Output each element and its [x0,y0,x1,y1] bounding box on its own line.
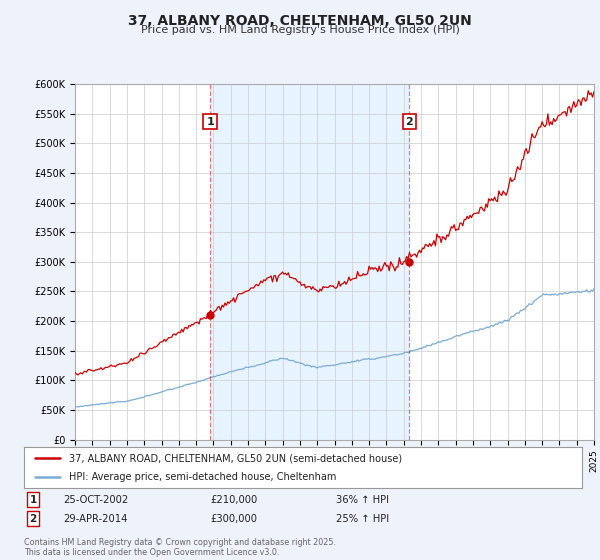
Text: HPI: Average price, semi-detached house, Cheltenham: HPI: Average price, semi-detached house,… [68,472,336,482]
Text: 1: 1 [206,116,214,127]
Text: Contains HM Land Registry data © Crown copyright and database right 2025.
This d: Contains HM Land Registry data © Crown c… [24,538,336,557]
Text: 2: 2 [406,116,413,127]
Text: 37, ALBANY ROAD, CHELTENHAM, GL50 2UN: 37, ALBANY ROAD, CHELTENHAM, GL50 2UN [128,14,472,28]
Text: 25% ↑ HPI: 25% ↑ HPI [336,514,389,524]
Text: £210,000: £210,000 [210,494,257,505]
Text: £300,000: £300,000 [210,514,257,524]
Bar [210,84,409,440]
Text: 2: 2 [29,514,37,524]
Text: 25-OCT-2002: 25-OCT-2002 [63,494,128,505]
Text: 37, ALBANY ROAD, CHELTENHAM, GL50 2UN (semi-detached house): 37, ALBANY ROAD, CHELTENHAM, GL50 2UN (s… [68,454,402,464]
Text: 1: 1 [29,494,37,505]
Text: Price paid vs. HM Land Registry's House Price Index (HPI): Price paid vs. HM Land Registry's House … [140,25,460,35]
Text: 36% ↑ HPI: 36% ↑ HPI [336,494,389,505]
Text: 29-APR-2014: 29-APR-2014 [63,514,127,524]
